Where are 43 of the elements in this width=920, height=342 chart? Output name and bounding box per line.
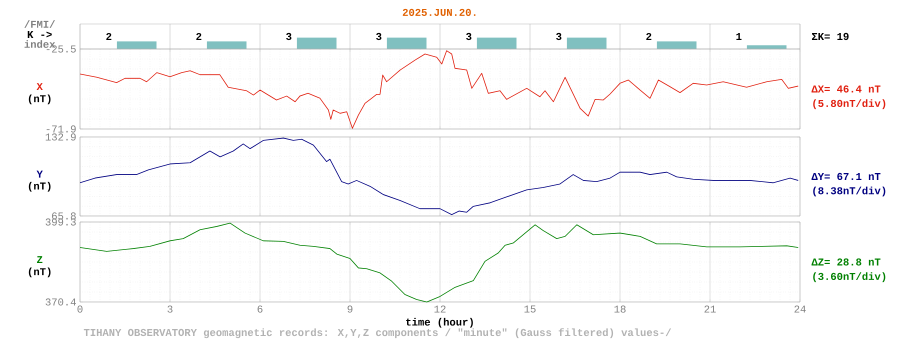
text: (nT)	[28, 94, 51, 105]
line-series	[80, 50, 799, 129]
line-series	[80, 138, 799, 216]
y-tick-label: 399.3	[46, 218, 76, 226]
text: (5.80nT/div)	[813, 100, 886, 110]
data-label: 2	[196, 33, 202, 40]
x-tick-label: 15	[524, 306, 536, 313]
chart-title: 2025.JUN.20.	[402, 9, 476, 16]
y-axis-title: K ->	[28, 31, 52, 38]
data-label: 1	[736, 33, 742, 40]
text: (8.38nT/div)	[813, 186, 886, 197]
x-axis-title: time (hour)	[406, 318, 473, 328]
y-tick-label: 132.9	[46, 134, 76, 141]
x-tick-label: 24	[794, 306, 806, 313]
data-label: 2	[106, 33, 112, 40]
y-tick-label: -71.9	[46, 126, 76, 133]
data-label: 3	[376, 33, 382, 40]
y-tick-label: 370.4	[46, 298, 76, 306]
y-axis-title: Y	[36, 170, 43, 178]
y-tick-label: -25.5	[46, 46, 76, 53]
text: (3.60nT/div)	[813, 272, 886, 282]
x-tick-label: 6	[258, 306, 262, 313]
data-label: 2	[646, 33, 652, 40]
text: ΔX= 46.4 nT	[812, 86, 880, 93]
text: (nT)	[28, 268, 51, 278]
text: ΣK= 19	[812, 33, 849, 40]
data-label: 3	[466, 33, 472, 40]
x-tick-label: 0	[78, 306, 83, 313]
x-tick-label: 3	[168, 306, 172, 313]
x-tick-label: 18	[614, 306, 626, 313]
y-axis-title: X	[36, 83, 43, 90]
text: /FMI/	[24, 20, 55, 28]
data-label: 3	[286, 33, 292, 40]
line-series	[80, 222, 799, 303]
x-tick-label: 9	[348, 306, 352, 313]
data-label: 3	[556, 33, 562, 40]
x-tick-label: 21	[704, 306, 716, 313]
y-axis-title: Z	[36, 256, 42, 264]
text: ΔY= 67.1 nT	[812, 173, 880, 180]
x-tick-label: 12	[434, 306, 446, 313]
text: TIHANY OBSERVATORY geomagnetic records: X,Y,Z components / "minute" (Gauss filtered) values-/	[84, 328, 672, 338]
text: ΔZ= 28.8 nT	[812, 258, 880, 266]
text: (nT)	[28, 182, 51, 192]
